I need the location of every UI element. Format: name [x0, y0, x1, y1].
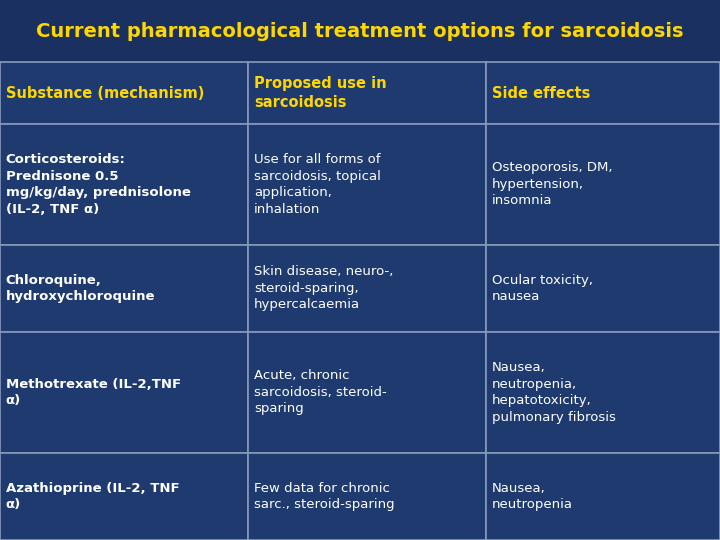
Bar — [248, 332, 486, 453]
Text: Proposed use in
sarcoidosis: Proposed use in sarcoidosis — [254, 76, 387, 110]
Bar — [248, 124, 486, 245]
Text: Ocular toxicity,
nausea: Ocular toxicity, nausea — [492, 274, 593, 303]
Text: Nausea,
neutropenia,
hepatotoxicity,
pulmonary fibrosis: Nausea, neutropenia, hepatotoxicity, pul… — [492, 361, 616, 424]
Text: Skin disease, neuro-,
steroid-sparing,
hypercalcaemia: Skin disease, neuro-, steroid-sparing, h… — [254, 265, 394, 312]
Text: Corticosteroids:
Prednisone 0.5
mg/kg/day, prednisolone
(IL-2, TNF α): Corticosteroids: Prednisone 0.5 mg/kg/da… — [6, 153, 191, 215]
Bar — [248, 245, 486, 332]
Bar — [248, 62, 486, 124]
Bar — [0, 245, 248, 332]
Text: Substance (mechanism): Substance (mechanism) — [6, 85, 204, 100]
Bar — [486, 453, 720, 540]
Text: Side effects: Side effects — [492, 85, 590, 100]
Text: Osteoporosis, DM,
hypertension,
insomnia: Osteoporosis, DM, hypertension, insomnia — [492, 161, 612, 207]
Text: Azathioprine (IL-2, TNF
α): Azathioprine (IL-2, TNF α) — [6, 482, 179, 511]
Text: Nausea,
neutropenia: Nausea, neutropenia — [492, 482, 573, 511]
Bar — [0, 62, 248, 124]
Text: Acute, chronic
sarcoidosis, steroid-
sparing: Acute, chronic sarcoidosis, steroid- spa… — [254, 369, 387, 415]
Bar — [0, 124, 248, 245]
Bar — [0, 332, 248, 453]
Text: Few data for chronic
sarc., steroid-sparing: Few data for chronic sarc., steroid-spar… — [254, 482, 395, 511]
Text: Use for all forms of
sarcoidosis, topical
application,
inhalation: Use for all forms of sarcoidosis, topica… — [254, 153, 381, 215]
Bar — [248, 453, 486, 540]
Bar — [486, 245, 720, 332]
Text: Methotrexate (IL-2,TNF
α): Methotrexate (IL-2,TNF α) — [6, 377, 181, 407]
Bar — [486, 124, 720, 245]
Text: Current pharmacological treatment options for sarcoidosis: Current pharmacological treatment option… — [36, 22, 684, 40]
Bar — [0, 453, 248, 540]
Bar — [486, 332, 720, 453]
Text: Chloroquine,
hydroxychloroquine: Chloroquine, hydroxychloroquine — [6, 274, 156, 303]
Bar — [486, 62, 720, 124]
Bar — [0, 0, 720, 62]
